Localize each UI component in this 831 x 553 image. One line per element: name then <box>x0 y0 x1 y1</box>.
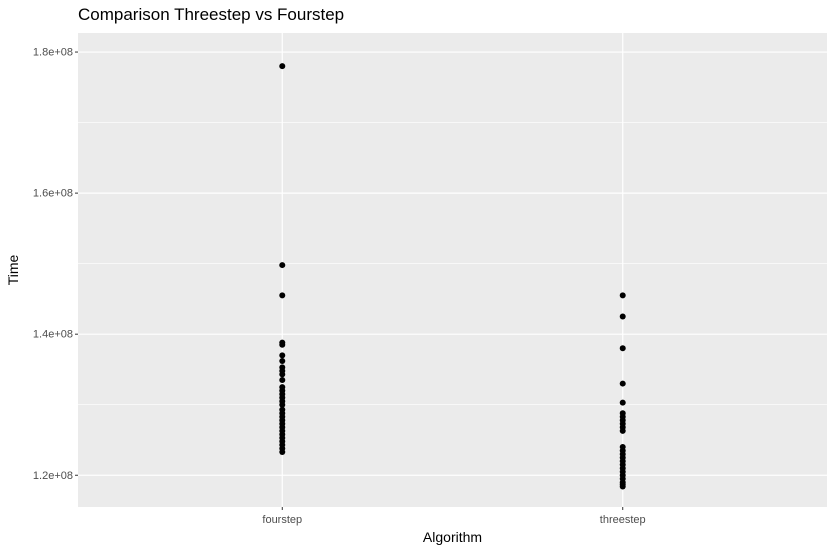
data-point-fourstep <box>279 262 286 269</box>
data-point-fourstep <box>279 448 286 455</box>
y-tick-label: 1.4e+08 <box>33 329 73 341</box>
data-point-threestep <box>619 380 626 387</box>
x-axis: fourstep threestep <box>262 507 646 526</box>
data-point-fourstep <box>279 352 286 359</box>
x-tick-label: fourstep <box>262 514 302 526</box>
data-point-fourstep <box>279 63 286 70</box>
y-tick-label: 1.2e+08 <box>33 470 73 482</box>
y-tick-label: 1.8e+08 <box>33 47 73 59</box>
data-point-fourstep <box>279 357 286 364</box>
data-point-fourstep <box>279 292 286 299</box>
grid-lines <box>78 33 827 507</box>
data-point-fourstep <box>279 341 286 348</box>
data-point-threestep <box>619 345 626 352</box>
data-point-fourstep <box>279 377 286 384</box>
chart-title: Comparison Threestep vs Fourstep <box>78 5 344 24</box>
y-axis: 1.2e+08 1.4e+08 1.6e+08 1.8e+08 <box>33 47 78 482</box>
data-point-fourstep <box>279 401 286 408</box>
x-tick-label: threestep <box>600 514 646 526</box>
data-point-threestep <box>619 427 626 434</box>
y-tick-label: 1.6e+08 <box>33 188 73 200</box>
data-point-threestep <box>619 483 626 490</box>
y-axis-title: Time <box>5 254 21 285</box>
data-point-threestep <box>619 313 626 320</box>
data-point-threestep <box>619 292 626 299</box>
data-points <box>279 63 626 490</box>
data-point-threestep <box>619 399 626 406</box>
data-point-fourstep <box>279 371 286 378</box>
x-axis-title: Algorithm <box>423 529 482 545</box>
plot-panel <box>78 33 827 507</box>
